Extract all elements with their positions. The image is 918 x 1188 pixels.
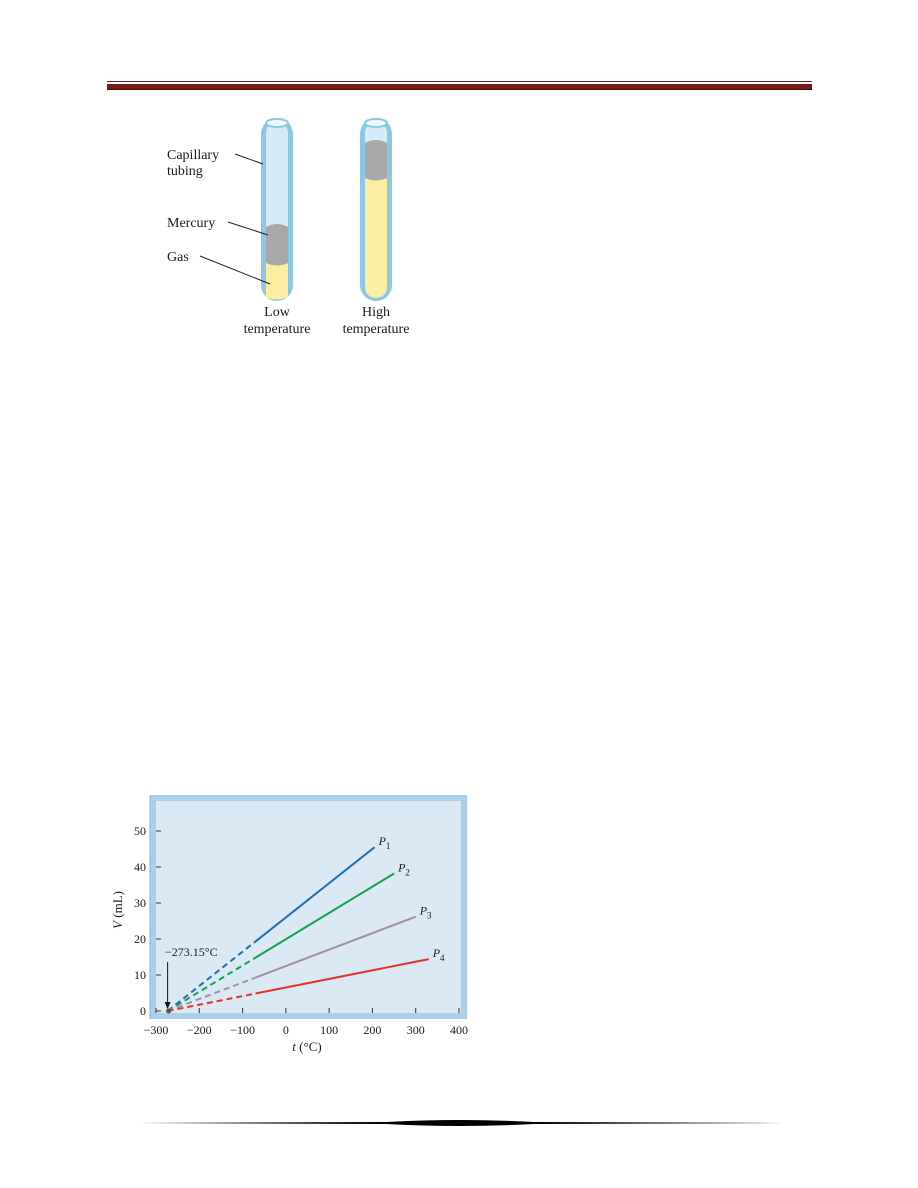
x-tick-label: −200 — [187, 1023, 212, 1037]
x-tick-label: −100 — [230, 1023, 255, 1037]
capillary-tube-illustration: Capillary tubing Mercury Gas Low tempera… — [167, 118, 410, 337]
series-line-p4 — [255, 958, 429, 995]
series-line-p1 — [254, 846, 376, 943]
y-axis-unit: (mL) — [110, 891, 125, 921]
header-rule — [107, 81, 812, 90]
footer-rule — [136, 1116, 784, 1128]
series-label-p2: P2 — [397, 860, 410, 877]
high-caption-line2: temperature — [343, 322, 410, 337]
annotation-arrow-head — [164, 1002, 171, 1009]
x-tick-label: 400 — [450, 1023, 468, 1037]
low-temperature-tube — [261, 118, 293, 301]
gas-label: Gas — [167, 250, 189, 265]
y-tick-label: 40 — [134, 860, 146, 874]
series-extrapolation-p4 — [167, 992, 256, 1012]
y-tick-label: 0 — [140, 1004, 146, 1018]
y-tick-label: 50 — [134, 824, 146, 838]
chart-plot-background — [156, 801, 461, 1013]
series-label-p4: P4 — [432, 946, 445, 963]
capillary-tube-figure: Capillary tubing Mercury Gas Low tempera… — [160, 110, 440, 345]
x-tick-label: 300 — [407, 1023, 425, 1037]
capillary-label-line1: Capillary — [167, 148, 219, 163]
mercury-label: Mercury — [167, 216, 215, 231]
series-line-p2 — [255, 872, 395, 959]
series-extrapolation-p1 — [167, 940, 257, 1012]
x-axis-unit: (°C) — [296, 1039, 322, 1054]
low-caption-line1: Low — [264, 305, 291, 320]
series-extrapolation-p2 — [167, 956, 257, 1012]
capillary-label-line2: tubing — [167, 164, 203, 179]
series-extrapolation-p3 — [167, 976, 256, 1012]
mercury-plug-low — [266, 224, 288, 266]
y-tick-label: 30 — [134, 896, 146, 910]
x-tick-label: 100 — [320, 1023, 338, 1037]
series-label-p1: P1 — [378, 834, 391, 851]
series-line-p3 — [255, 915, 417, 979]
y-axis-label: V (mL) — [110, 891, 125, 929]
x-tick-label: 200 — [363, 1023, 381, 1037]
x-tick-label: 0 — [283, 1023, 289, 1037]
series-label-p3: P3 — [419, 904, 432, 921]
high-temperature-tube — [360, 118, 392, 301]
capillary-leader-line — [234, 153, 264, 165]
chart-svg: 0 10 20 30 40 50 −300 −200 −100 0 100 200 300 400 P1 P… — [110, 795, 468, 1054]
x-tick-label: −300 — [144, 1023, 169, 1037]
convergence-point — [166, 1008, 172, 1014]
absolute-zero-annotation: −273.15°C — [165, 945, 218, 959]
y-tick-label: 10 — [134, 968, 146, 982]
x-axis-label: t (°C) — [292, 1039, 321, 1054]
charles-law-chart: 0 10 20 30 40 50 −300 −200 −100 0 100 200 300 400 P1 P… — [105, 792, 480, 1062]
high-caption-line1: High — [362, 305, 390, 320]
gas-column-high — [365, 178, 387, 288]
low-caption-line2: temperature — [244, 322, 311, 337]
gas-leader-line — [199, 255, 271, 285]
mercury-plug-high — [365, 140, 387, 181]
y-axis-variable: V — [110, 919, 125, 929]
mercury-leader-line — [227, 221, 269, 236]
y-tick-label: 20 — [134, 932, 146, 946]
x-axis-variable: t — [292, 1039, 296, 1054]
